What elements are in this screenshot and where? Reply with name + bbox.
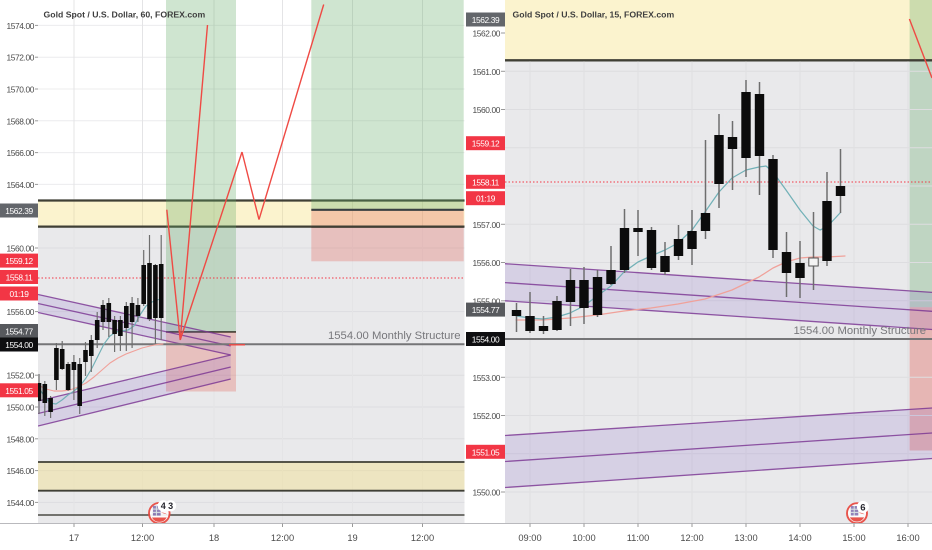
svg-text:19: 19 (347, 533, 357, 543)
svg-text:1558.11: 1558.11 (472, 177, 500, 187)
svg-text:1554.77: 1554.77 (472, 305, 500, 315)
svg-text:1562.39: 1562.39 (472, 15, 500, 25)
svg-text:1559.12: 1559.12 (472, 139, 500, 149)
svg-text:12:00: 12:00 (271, 533, 294, 543)
svg-text:1572.00: 1572.00 (7, 53, 35, 63)
svg-text:1548.00: 1548.00 (7, 434, 35, 444)
svg-text:3: 3 (168, 501, 173, 511)
svg-text:1556.00: 1556.00 (473, 258, 501, 268)
svg-text:1570.00: 1570.00 (7, 85, 35, 95)
svg-text:1554.00 Monthly Structure: 1554.00 Monthly Structure (328, 330, 461, 342)
svg-text:18: 18 (209, 533, 219, 543)
svg-text:1560.00: 1560.00 (7, 244, 35, 254)
svg-text:1554.00: 1554.00 (472, 335, 500, 345)
svg-text:1564.00: 1564.00 (7, 180, 35, 190)
svg-text:10:00: 10:00 (572, 533, 595, 543)
svg-text:1561.00: 1561.00 (473, 67, 501, 77)
svg-text:01:19: 01:19 (476, 194, 496, 204)
svg-text:12:00: 12:00 (411, 533, 434, 543)
svg-text:14:00: 14:00 (788, 533, 811, 543)
svg-text:17: 17 (69, 533, 79, 543)
svg-text:4: 4 (161, 501, 166, 511)
svg-text:1552.00: 1552.00 (7, 371, 35, 381)
svg-text:1560.00: 1560.00 (473, 105, 501, 115)
svg-text:Gold Spot / U.S. Dollar, 60, F: Gold Spot / U.S. Dollar, 60, FOREX.com (44, 10, 206, 20)
svg-text:09:00: 09:00 (518, 533, 541, 543)
svg-text:1553.00: 1553.00 (473, 373, 501, 383)
svg-text:12:00: 12:00 (131, 533, 154, 543)
svg-text:1544.00: 1544.00 (7, 498, 35, 508)
svg-text:1554.00: 1554.00 (5, 340, 33, 350)
svg-text:6: 6 (860, 502, 865, 513)
svg-text:1574.00: 1574.00 (7, 21, 35, 31)
svg-text:1559.12: 1559.12 (5, 256, 33, 266)
svg-text:1551.05: 1551.05 (5, 386, 33, 396)
svg-text:1555.00: 1555.00 (473, 296, 501, 306)
svg-text:1568.00: 1568.00 (7, 116, 35, 126)
svg-text:1556.00: 1556.00 (7, 307, 35, 317)
svg-text:1562.00: 1562.00 (473, 29, 501, 39)
svg-text:1558.11: 1558.11 (6, 273, 34, 283)
svg-text:Gold Spot / U.S. Dollar, 15, F: Gold Spot / U.S. Dollar, 15, FOREX.com (513, 10, 675, 20)
svg-text:1550.00: 1550.00 (7, 403, 35, 413)
svg-text:1551.05: 1551.05 (472, 447, 500, 457)
svg-text:12:00: 12:00 (680, 533, 703, 543)
svg-text:1557.00: 1557.00 (473, 220, 501, 230)
svg-text:01:19: 01:19 (10, 289, 30, 299)
svg-text:1550.00: 1550.00 (473, 488, 501, 498)
svg-text:1554.00 Monthly Structure: 1554.00 Monthly Structure (793, 325, 926, 337)
svg-text:1562.39: 1562.39 (5, 206, 33, 216)
svg-text:1552.00: 1552.00 (473, 411, 501, 421)
svg-text:1546.00: 1546.00 (7, 466, 35, 476)
svg-text:11:00: 11:00 (627, 533, 650, 543)
svg-text:13:00: 13:00 (734, 533, 757, 543)
svg-text:1554.77: 1554.77 (5, 327, 33, 337)
svg-text:15:00: 15:00 (842, 533, 865, 543)
svg-text:16:00: 16:00 (896, 533, 919, 543)
svg-text:1566.00: 1566.00 (7, 148, 35, 158)
